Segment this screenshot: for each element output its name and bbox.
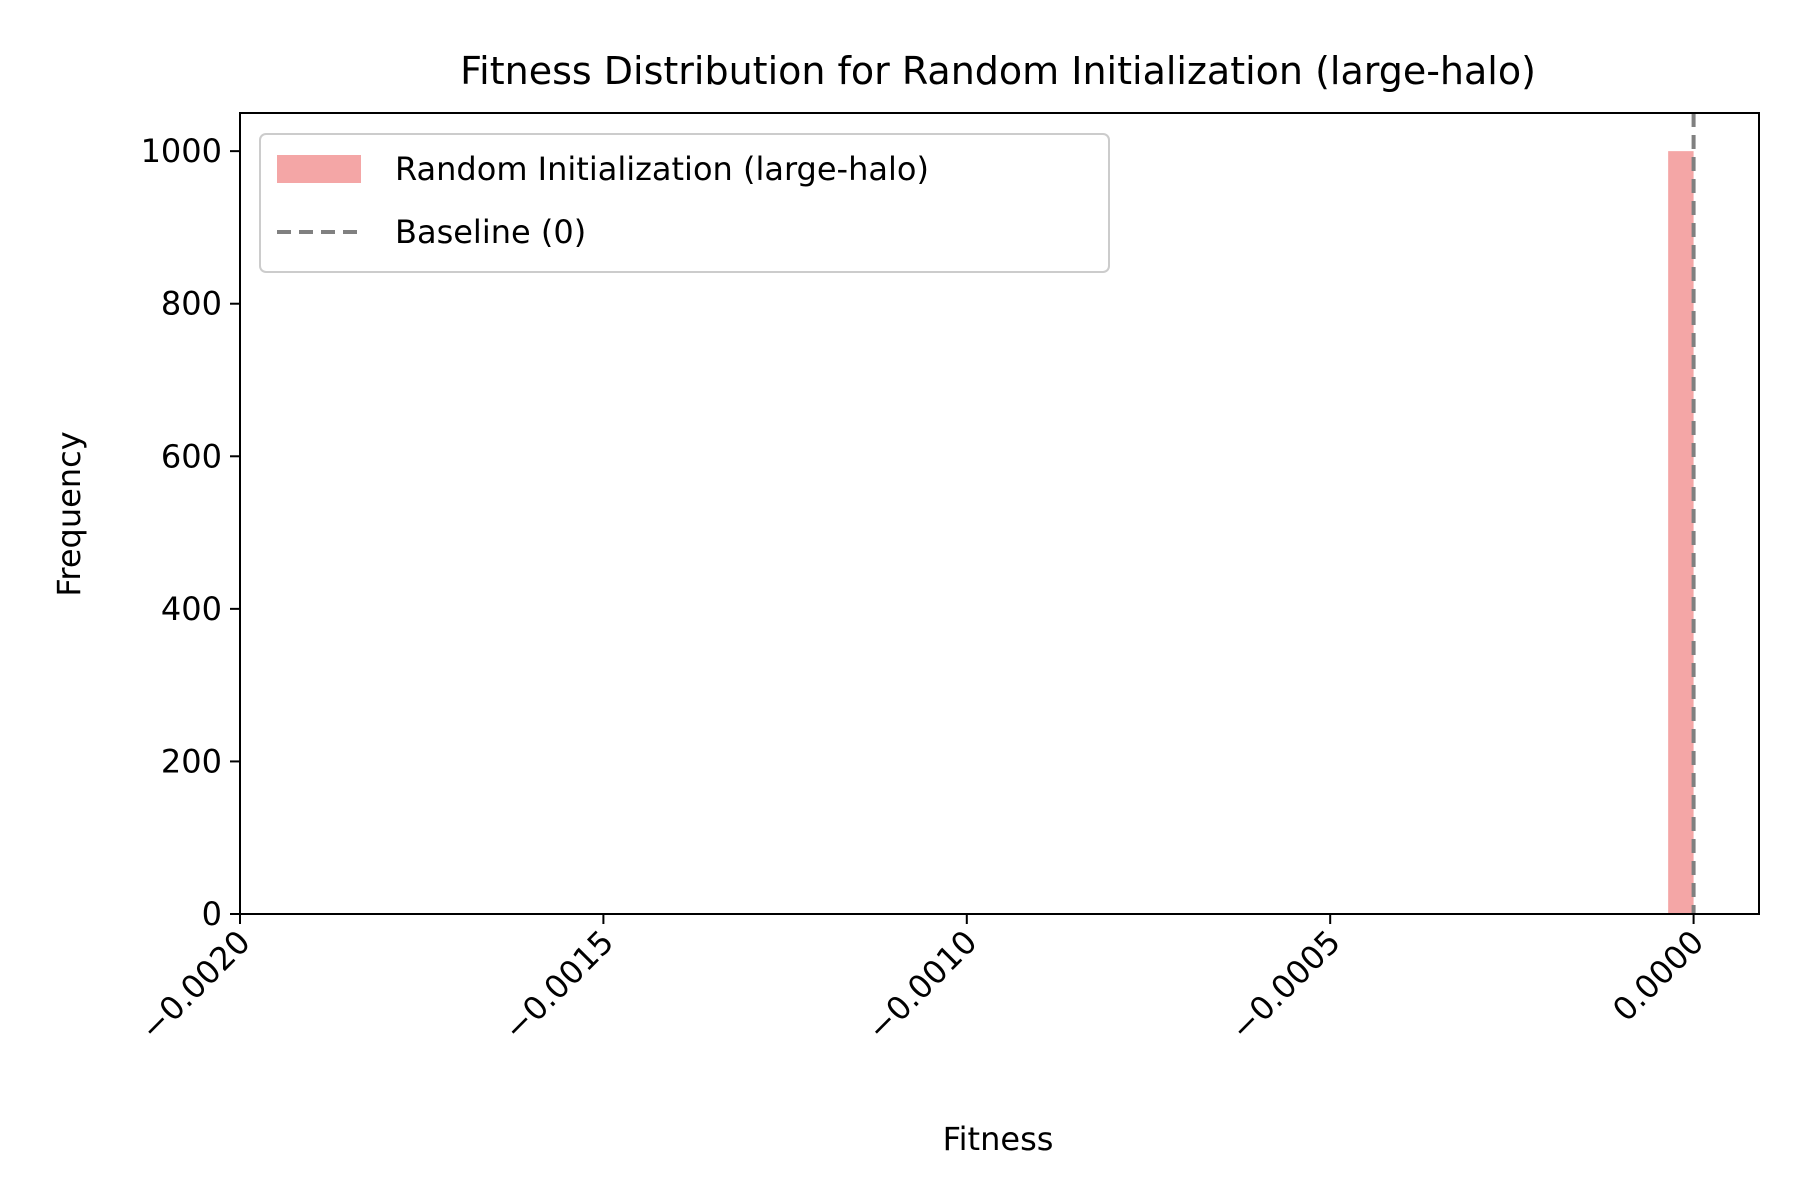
legend-label-histogram: Random Initialization (large-halo): [395, 150, 929, 188]
y-tick-label-3: 600: [161, 437, 222, 475]
y-tick-label-5: 1000: [141, 132, 222, 170]
histogram-bars: [1668, 151, 1694, 915]
y-axis-label: Frequency: [50, 431, 88, 596]
y-tick-label-4: 800: [161, 285, 222, 323]
legend-swatch-histogram: [277, 155, 361, 183]
plot-area: [239, 112, 1760, 915]
y-tick-label-0: 0: [202, 895, 222, 933]
chart-title: Fitness Distribution for Random Initiali…: [460, 49, 1536, 93]
legend: Random Initialization (large-halo) Basel…: [259, 133, 1110, 273]
y-tick-label-1: 200: [161, 742, 222, 780]
plot-frame: [239, 112, 1760, 915]
legend-box: [259, 133, 1110, 273]
legend-label-baseline: Baseline (0): [395, 213, 586, 251]
y-axis: 0 200 400 600 800 1000: [141, 132, 240, 933]
histogram-bar-0: [1668, 151, 1694, 915]
x-axis-label: Fitness: [943, 1120, 1054, 1158]
y-tick-label-2: 400: [161, 590, 222, 628]
